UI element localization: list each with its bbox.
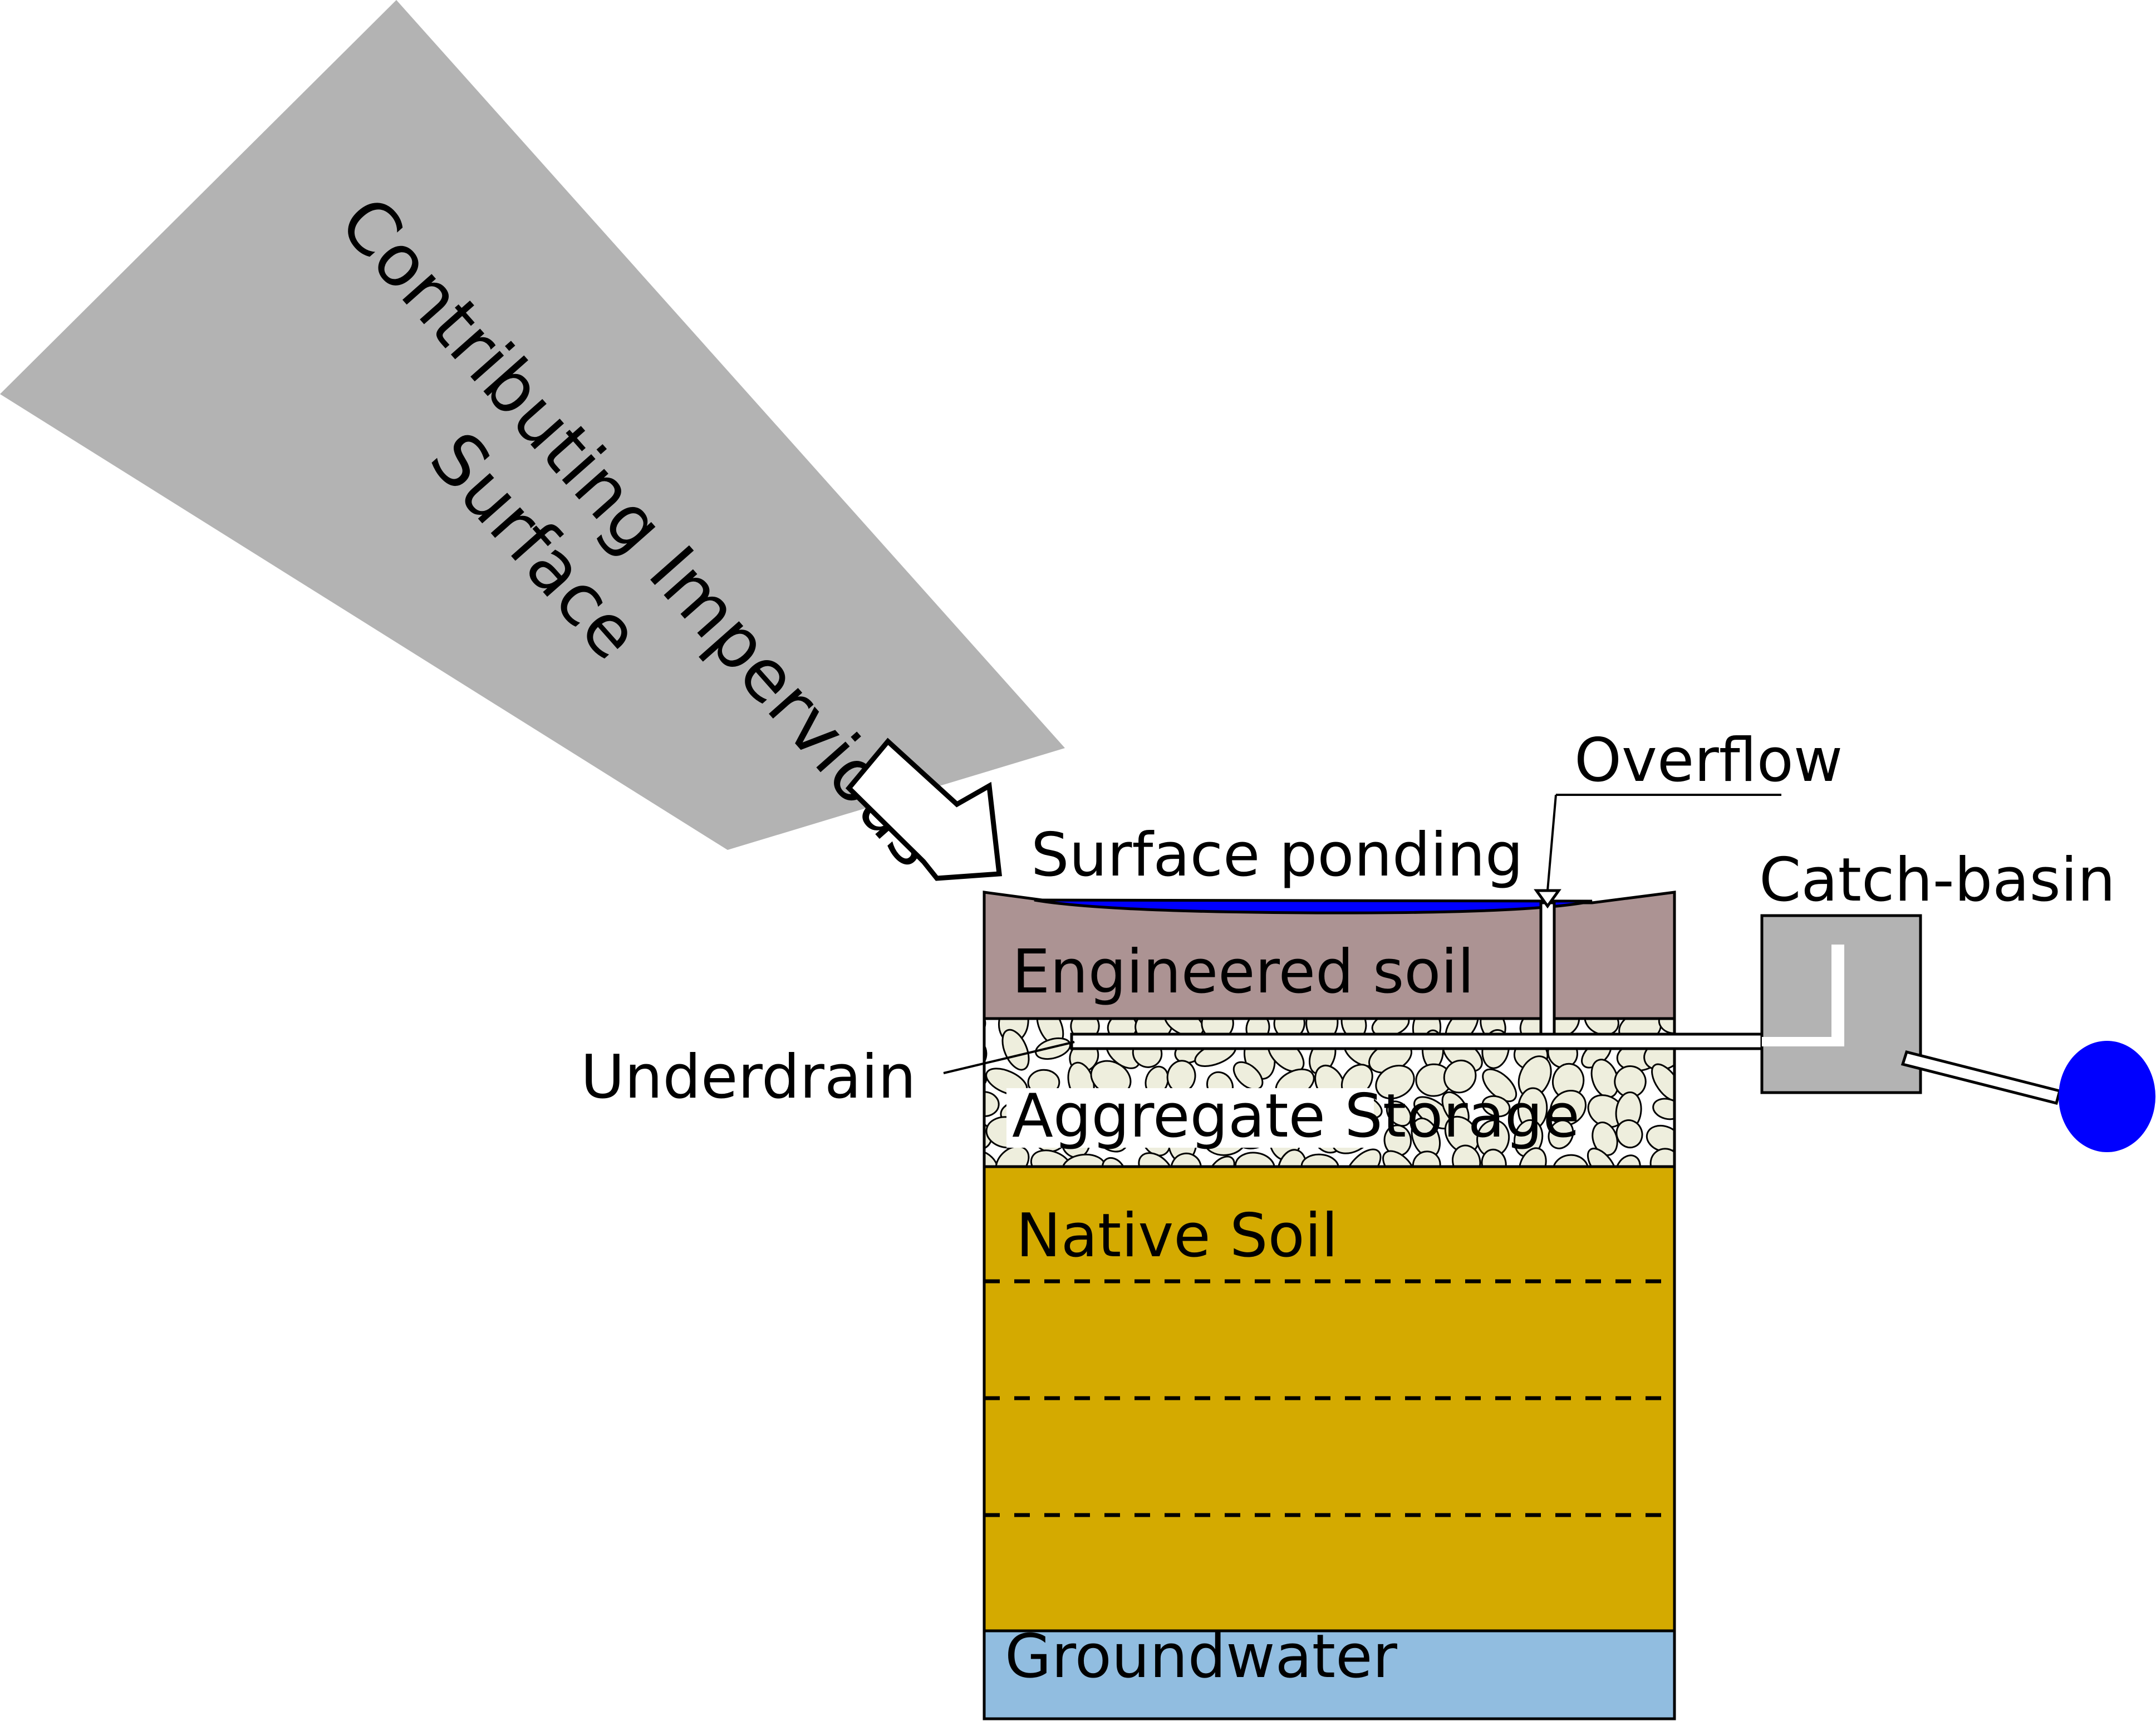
aggregate-stone (1232, 1061, 1264, 1090)
impervious-surface (0, 0, 1065, 850)
aggregate-stone (1552, 1154, 1589, 1167)
aggregate-stone (1584, 1019, 1619, 1036)
overflow-riser (1539, 901, 1556, 1037)
aggregate-stone (1101, 1157, 1127, 1167)
surface-ponding-label: Surface ponding (1031, 820, 1523, 890)
overflow-label: Overflow (1574, 726, 1843, 795)
aggregate-stone (1549, 1090, 1587, 1126)
aggregate-storage-label: Aggregate Storage (1012, 1081, 1580, 1151)
inflow-arrow (845, 737, 1003, 881)
aggregate-stone (1615, 1119, 1643, 1149)
outlet-circle (2059, 1041, 2155, 1152)
aggregate-stone (1344, 1148, 1382, 1167)
catch-basin-label: Catch-basin (1759, 845, 2115, 915)
aggregate-stone (1652, 1098, 1674, 1120)
aggregate-stone (1138, 1152, 1174, 1167)
aggregate-label-background (1006, 1088, 1374, 1148)
aggregate-stone (984, 1037, 988, 1070)
aggregate-stone (984, 1065, 988, 1089)
outlet-pipe (1900, 1050, 2062, 1105)
catch-basin-horizontal-interior (1762, 1037, 1844, 1046)
groundwater-layer (983, 1629, 1676, 1720)
overflow-leader-line (1546, 794, 1557, 891)
underdrain-leader-line (943, 1041, 1075, 1074)
groundwater-label: Groundwater (1005, 1622, 1398, 1692)
aggregate-stone (1548, 1119, 1574, 1149)
aggregate-stone (1614, 1065, 1647, 1098)
catch-basin-riser-interior (1831, 945, 1844, 1039)
aggregate-stone (1443, 1059, 1477, 1094)
aggregate-stone (1276, 1149, 1308, 1167)
engineered-soil-label: Engineered soil (1012, 937, 1474, 1007)
native-soil-label: Native Soil (1016, 1201, 1338, 1271)
underdrain-label: Underdrain (581, 1043, 916, 1112)
aggregate-stone (1412, 1150, 1441, 1167)
aggregate-stone (1482, 1068, 1517, 1103)
aggregate-stone (1587, 1148, 1617, 1167)
aggregate-stone (1386, 1100, 1412, 1127)
aggregate-stone (995, 1145, 1030, 1167)
catch-basin (1760, 914, 1922, 1094)
aggregate-stone (984, 1149, 999, 1167)
aggregate-stone (1001, 1029, 1030, 1071)
aggregate-stone (1375, 1065, 1415, 1100)
aggregate-stone (984, 1121, 993, 1151)
aggregate-stone (1234, 1152, 1275, 1167)
aggregate-stone (1649, 1148, 1674, 1167)
aggregate-stone (1170, 1152, 1202, 1167)
aggregate-stone (1481, 1095, 1511, 1118)
aggregate-stone (1452, 1144, 1481, 1167)
aggregate-stone (1207, 1155, 1235, 1167)
aggregate-stone (1615, 1154, 1641, 1167)
